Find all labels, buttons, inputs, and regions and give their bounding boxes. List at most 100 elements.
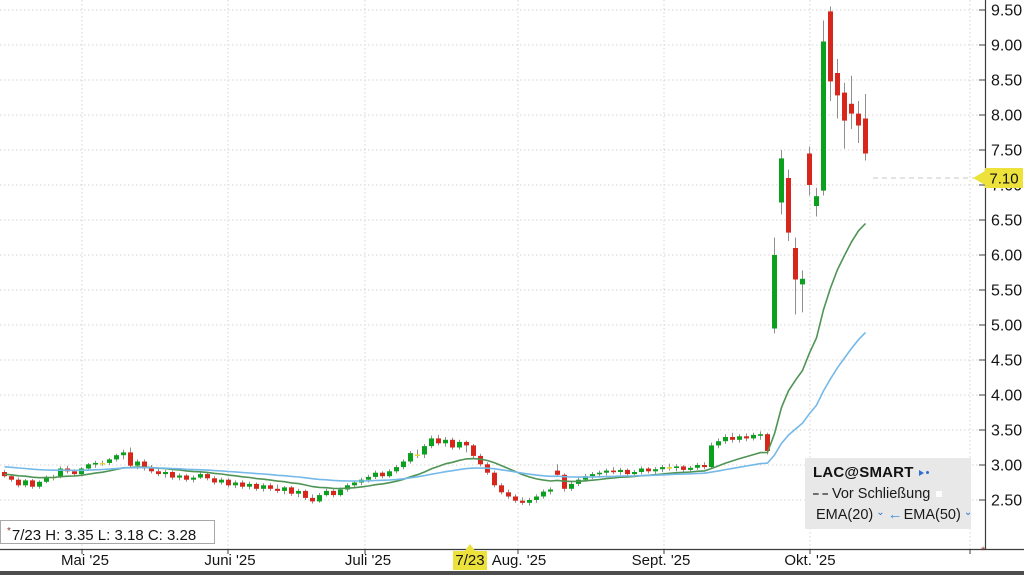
candle[interactable] xyxy=(86,464,91,469)
candle[interactable] xyxy=(254,483,259,489)
candle[interactable] xyxy=(583,476,588,480)
candle[interactable] xyxy=(226,479,231,486)
candle[interactable] xyxy=(590,474,595,477)
candle[interactable] xyxy=(751,434,756,439)
candle[interactable] xyxy=(331,490,336,496)
candle[interactable] xyxy=(499,485,504,493)
candle[interactable] xyxy=(275,488,280,491)
candle[interactable] xyxy=(863,118,868,154)
candle[interactable] xyxy=(191,477,196,480)
candle[interactable] xyxy=(121,452,126,456)
candle[interactable] xyxy=(730,437,735,440)
ema20-line[interactable] xyxy=(4,222,867,490)
candle[interactable] xyxy=(149,468,154,472)
candle[interactable] xyxy=(597,472,602,475)
candle[interactable] xyxy=(842,92,847,121)
candle[interactable] xyxy=(429,438,434,447)
candle[interactable] xyxy=(856,113,861,126)
candle[interactable] xyxy=(639,468,644,473)
candle[interactable] xyxy=(800,278,805,285)
candle[interactable] xyxy=(128,452,133,466)
candle[interactable] xyxy=(821,41,826,191)
candle[interactable] xyxy=(247,483,252,487)
candle[interactable] xyxy=(184,475,189,480)
candle[interactable] xyxy=(37,481,42,487)
candle[interactable] xyxy=(415,454,420,457)
candle[interactable] xyxy=(772,255,777,329)
candle[interactable] xyxy=(177,475,182,478)
ema50-label[interactable]: EMA(50) xyxy=(903,506,961,523)
candle[interactable] xyxy=(660,467,665,470)
candle[interactable] xyxy=(394,467,399,472)
candle[interactable] xyxy=(548,489,553,492)
candle[interactable] xyxy=(387,471,392,477)
candle[interactable] xyxy=(828,11,833,82)
ema20-dropdown-icon[interactable]: ⌄ xyxy=(876,507,885,518)
candle[interactable] xyxy=(506,492,511,497)
candle[interactable] xyxy=(807,153,812,186)
candle[interactable] xyxy=(303,490,308,498)
candle[interactable] xyxy=(492,472,497,486)
candle[interactable] xyxy=(23,480,28,486)
candle[interactable] xyxy=(317,495,322,502)
candle[interactable] xyxy=(625,469,630,475)
candle[interactable] xyxy=(541,491,546,497)
candle[interactable] xyxy=(443,439,448,444)
candle[interactable] xyxy=(16,479,21,486)
candle[interactable] xyxy=(58,468,63,477)
candle[interactable] xyxy=(380,472,385,477)
candle[interactable] xyxy=(79,468,84,475)
candle[interactable] xyxy=(849,103,854,114)
candle[interactable] xyxy=(296,490,301,494)
candle[interactable] xyxy=(219,479,224,483)
candle[interactable] xyxy=(723,437,728,442)
candle[interactable] xyxy=(702,465,707,468)
candle[interactable] xyxy=(163,472,168,475)
candle[interactable] xyxy=(9,476,14,480)
candle[interactable] xyxy=(114,455,119,460)
candle[interactable] xyxy=(604,470,609,473)
candle[interactable] xyxy=(534,496,539,501)
candle[interactable] xyxy=(527,500,532,503)
candle[interactable] xyxy=(681,466,686,470)
ema50-line[interactable] xyxy=(4,331,867,482)
candle[interactable] xyxy=(2,472,7,477)
candle[interactable] xyxy=(814,196,819,206)
candle[interactable] xyxy=(464,441,469,446)
candle[interactable] xyxy=(135,461,140,466)
candle[interactable] xyxy=(93,462,98,465)
candle[interactable] xyxy=(366,476,371,480)
candle[interactable] xyxy=(835,73,840,96)
candle[interactable] xyxy=(478,455,483,465)
candle[interactable] xyxy=(352,482,357,486)
ema50-dropdown-icon[interactable]: ⌄ xyxy=(963,507,973,518)
candle[interactable] xyxy=(457,441,462,448)
candle[interactable] xyxy=(765,434,770,451)
candle[interactable] xyxy=(268,485,273,489)
candle[interactable] xyxy=(513,496,518,501)
candle[interactable] xyxy=(716,441,721,446)
candle[interactable] xyxy=(786,178,791,233)
candle[interactable] xyxy=(737,436,742,440)
candle[interactable] xyxy=(170,472,175,478)
candle[interactable] xyxy=(233,482,238,486)
candle[interactable] xyxy=(198,474,203,478)
candle[interactable] xyxy=(240,482,245,487)
candle[interactable] xyxy=(611,470,616,473)
candle[interactable] xyxy=(156,471,161,475)
candle[interactable] xyxy=(744,436,749,439)
candle[interactable] xyxy=(520,500,525,503)
candle[interactable] xyxy=(653,469,658,472)
candle[interactable] xyxy=(30,480,35,487)
candle[interactable] xyxy=(436,438,441,444)
candle[interactable] xyxy=(310,497,315,502)
candle[interactable] xyxy=(72,471,77,475)
legend-preclose-row[interactable]: Vor Schließung xyxy=(813,483,963,504)
candle[interactable] xyxy=(695,465,700,468)
candle[interactable] xyxy=(555,470,560,475)
candle[interactable] xyxy=(569,483,574,489)
legend-symbol-row[interactable]: LAC@SMART xyxy=(813,462,963,483)
candle[interactable] xyxy=(422,446,427,455)
candle[interactable] xyxy=(408,453,413,462)
